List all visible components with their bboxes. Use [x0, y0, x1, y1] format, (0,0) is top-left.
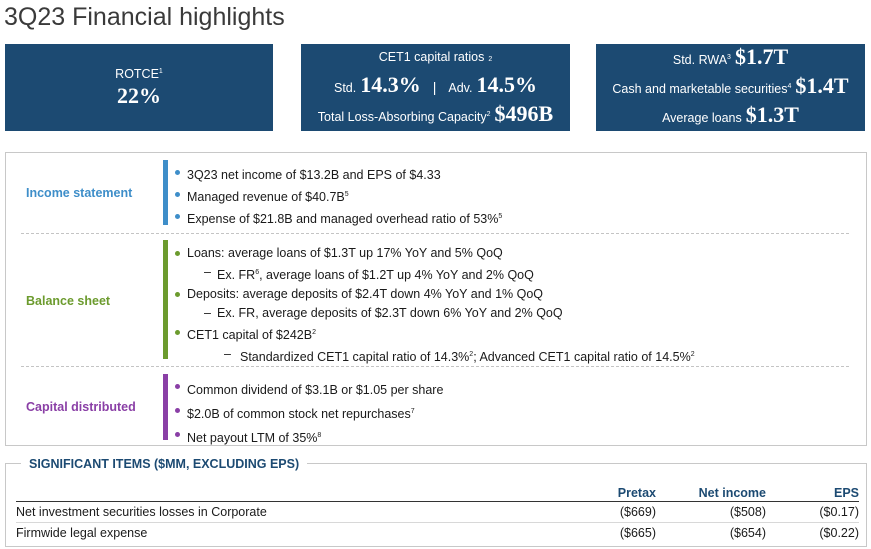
table-cell: Net investment securities losses in Corp… — [16, 501, 536, 523]
rwa-label: Std. RWA3 — [672, 53, 731, 67]
table-row: Net investment securities losses in Corp… — [16, 501, 859, 523]
table-cell: ($508) — [656, 501, 766, 523]
rwa-value: $1.7T — [734, 44, 789, 69]
table-cell: ($654) — [729, 526, 766, 540]
loans-label: Average loans — [662, 111, 742, 125]
significant-items-box: SIGNIFICANT ITEMS ($MM, EXCLUDING EPS) P… — [5, 457, 867, 547]
table-header-row: Pretax Net income EPS — [16, 484, 859, 502]
capital-accent-bar — [163, 374, 168, 440]
adv-value: 14.5% — [476, 72, 537, 97]
table-cell: ($0.22) — [819, 526, 859, 540]
kpi-box-balance: Std. RWA3 $1.7T Cash and marketable secu… — [596, 44, 865, 131]
std-value: 14.3% — [360, 72, 421, 97]
tlac-line: Total Loss-Absorbing Capacity2 $496B — [318, 101, 553, 130]
cash-value: $1.4T — [795, 73, 849, 98]
cet1-ratios: Std. 14.3% | Adv. 14.5% — [334, 72, 537, 101]
loans-line: Average loans $1.3T — [662, 102, 799, 131]
table-cell: Firmwide legal expense — [16, 526, 148, 540]
list-item: Expense of $21.8B and managed overhead r… — [174, 207, 502, 229]
column-header: Net income — [656, 484, 766, 502]
column-header — [16, 484, 536, 502]
list-item: $2.0B of common stock net repurchases7 — [174, 401, 443, 425]
income-label: Income statement — [26, 186, 133, 200]
tlac-value: $496B — [494, 101, 554, 126]
income-accent-bar — [163, 160, 168, 225]
list-item: 3Q23 net income of $13.2B and EPS of $4.… — [174, 163, 502, 185]
cet1-heading: CET1 capital ratios 2 — [378, 50, 493, 64]
list-subitem: – Standardized CET1 capital ratio of 14.3… — [224, 347, 695, 365]
kpi-box-rotce: ROTCE1 22% — [5, 44, 273, 131]
column-header: Pretax — [536, 484, 656, 502]
rotce-label: ROTCE1 — [115, 66, 163, 81]
income-list: 3Q23 net income of $13.2B and EPS of $4.… — [174, 163, 502, 229]
rotce-value: 22% — [117, 82, 161, 108]
list-item: CET1 capital of $242B2 — [175, 323, 695, 345]
balance-list: Loans: average loans of $1.3T up 17% YoY… — [175, 244, 695, 367]
kpi-box-cet1: CET1 capital ratios 2 Std. 14.3% | Adv. 1… — [301, 44, 570, 131]
std-label: Std. — [334, 81, 357, 95]
loans-value: $1.3T — [745, 102, 799, 127]
table-cell: ($665) — [619, 526, 656, 540]
separator: | — [432, 79, 437, 95]
page-title: 3Q23 Financial highlights — [4, 3, 285, 31]
list-item: Net payout LTM of 35%8 — [174, 425, 443, 449]
capital-label: Capital distributed — [26, 400, 136, 414]
list-subitem: – Ex. FR6, average loans of $1.2T up 4% Y… — [204, 265, 534, 283]
section-divider — [21, 233, 849, 234]
balance-label: Balance sheet — [26, 294, 111, 308]
table-cell: ($0.17) — [766, 501, 859, 523]
significant-items-title: SIGNIFICANT ITEMS ($MM, EXCLUDING EPS) — [21, 457, 308, 471]
list-item: Deposits: average deposits of $2.4T down… — [175, 285, 695, 304]
list-subitem: – Ex. FR, average deposits of $2.3T down … — [204, 306, 563, 321]
cash-line: Cash and marketable securities4 $1.4T — [612, 73, 848, 102]
adv-label: Adv. — [448, 81, 473, 95]
table-row: Firmwide legal expense ($665) ($654) ($0… — [16, 523, 859, 544]
significant-items-table: Pretax Net income EPS Net investment sec… — [16, 484, 859, 543]
tlac-label: Total Loss-Absorbing Capacity2 — [317, 110, 491, 124]
rwa-line: Std. RWA3 $1.7T — [673, 44, 788, 73]
capital-list: Common dividend of $3.1B or $1.05 per sh… — [174, 377, 443, 449]
list-item: Common dividend of $3.1B or $1.05 per sh… — [174, 377, 443, 401]
table-cell: ($669) — [536, 501, 656, 523]
list-item: Loans: average loans of $1.3T up 17% YoY… — [175, 244, 695, 263]
list-item: Managed revenue of $40.7B5 — [174, 185, 502, 207]
section-divider — [21, 366, 849, 367]
cash-label: Cash and marketable securities4 — [612, 82, 792, 96]
column-header: EPS — [766, 484, 859, 502]
balance-accent-bar — [163, 240, 168, 359]
highlights-panel: Income statement 3Q23 net income of $13.… — [5, 152, 867, 446]
